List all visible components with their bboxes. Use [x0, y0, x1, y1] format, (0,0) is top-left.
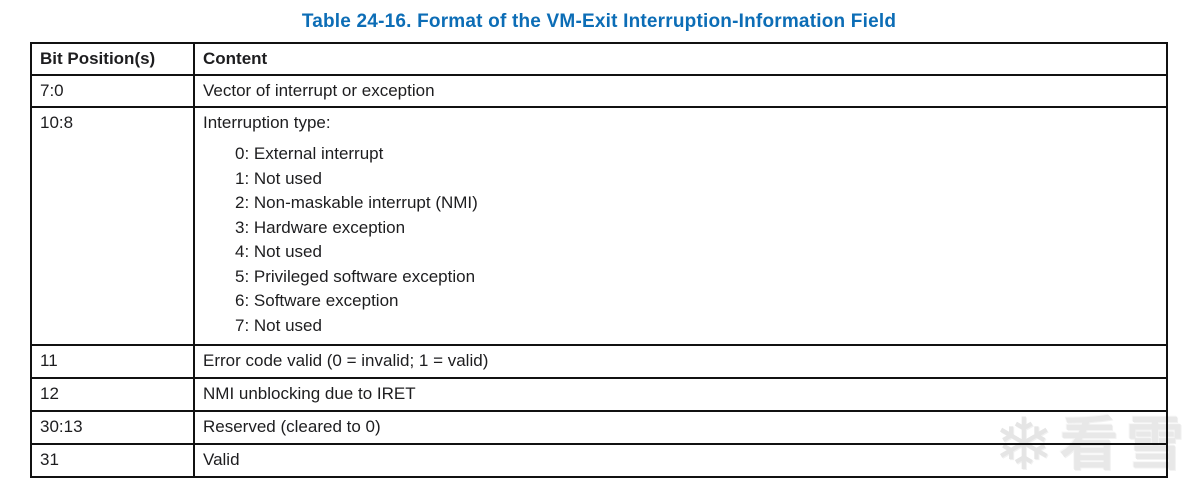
list-item: 3: Hardware exception — [235, 217, 406, 237]
interruption-type-list: 0: External interrupt 1: Not used 2: Non… — [203, 142, 1158, 338]
bits-cell: 10:8 — [30, 106, 195, 346]
table-row-bit-11: 11 Error code valid (0 = invalid; 1 = va… — [30, 344, 1168, 379]
list-item: 1: Not used — [235, 168, 322, 188]
col-header-content: Content — [193, 42, 1168, 76]
list-item: 5: Privileged software exception — [235, 266, 476, 286]
content-cell: Error code valid (0 = invalid; 1 = valid… — [193, 344, 1168, 379]
col-header-bit-positions: Bit Position(s) — [30, 42, 195, 76]
content-cell: Vector of interrupt or exception — [193, 74, 1168, 108]
bits-cell: 30:13 — [30, 410, 195, 445]
table-row-bits-10-8: 10:8 Interruption type: 0: External inte… — [30, 106, 1168, 346]
list-item: 0: External interrupt — [235, 144, 384, 163]
table-row-bits-7-0: 7:0 Vector of interrupt or exception — [30, 74, 1168, 108]
table-row-bit-12: 12 NMI unblocking due to IRET — [30, 377, 1168, 412]
vm-exit-interruption-info-table: Bit Position(s) Content 7:0 Vector of in… — [30, 42, 1168, 478]
table-row-bit-31: 31 Valid — [30, 443, 1168, 478]
list-item: 6: Software exception — [235, 291, 399, 310]
content-cell: NMI unblocking due to IRET — [193, 377, 1168, 412]
content-cell: Interruption type: 0: External interrupt… — [193, 106, 1168, 346]
bits-cell: 12 — [30, 377, 195, 412]
interruption-type-heading: Interruption type: — [203, 113, 331, 132]
content-cell: Valid — [193, 443, 1168, 478]
list-item: 7: Not used — [235, 315, 322, 335]
table-row-bits-30-13: 30:13 Reserved (cleared to 0) — [30, 410, 1168, 445]
bits-cell: 31 — [30, 443, 195, 478]
table-title: Table 24-16. Format of the VM-Exit Inter… — [301, 11, 897, 32]
content-cell: Reserved (cleared to 0) — [193, 410, 1168, 445]
list-item: 2: Non-maskable interrupt (NMI) — [235, 193, 478, 212]
bits-cell: 11 — [30, 344, 195, 379]
list-item: 4: Not used — [235, 242, 322, 261]
bits-cell: 7:0 — [30, 74, 195, 108]
header-row: Bit Position(s) Content — [30, 42, 1168, 76]
